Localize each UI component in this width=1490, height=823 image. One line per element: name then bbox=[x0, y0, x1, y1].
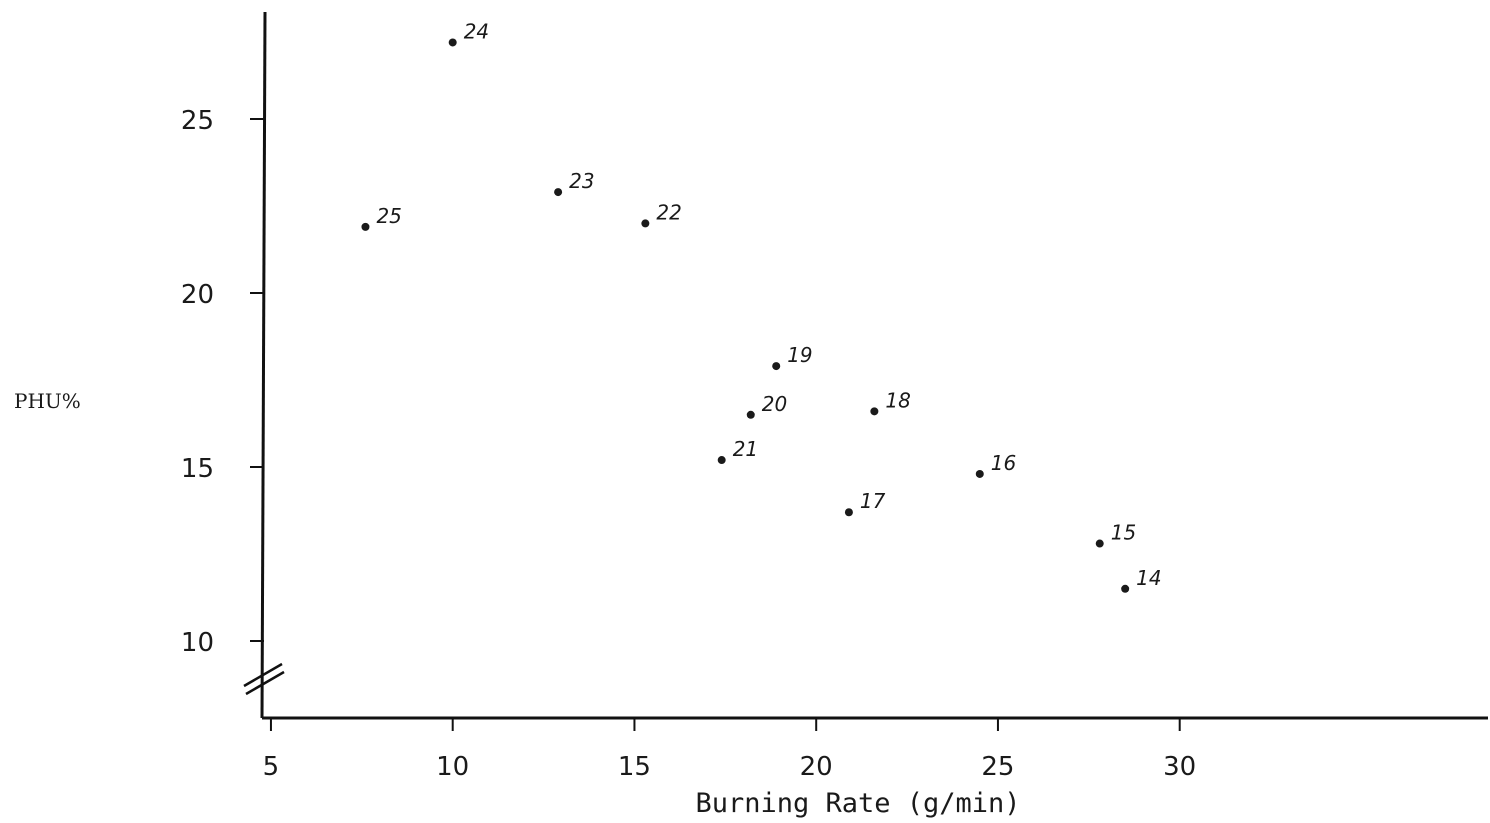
data-point bbox=[641, 219, 650, 228]
data-point-label: 15 bbox=[1111, 521, 1136, 545]
data-point-label: 22 bbox=[656, 200, 681, 224]
data-point bbox=[975, 469, 984, 478]
y-tick-label: 25 bbox=[181, 106, 214, 136]
x-tick-label: 30 bbox=[1163, 752, 1196, 782]
data-point bbox=[554, 188, 563, 197]
data-point bbox=[1095, 539, 1104, 548]
x-tick-group: 5 10 15 20 25 30 bbox=[263, 718, 1196, 782]
x-axis-title: Burning Rate (g/min) bbox=[695, 788, 1020, 819]
x-tick-label: 10 bbox=[436, 752, 469, 782]
data-point bbox=[448, 38, 457, 47]
data-point bbox=[772, 362, 781, 371]
data-point bbox=[1121, 584, 1130, 593]
x-tick-label: 5 bbox=[263, 752, 280, 782]
data-point-label: 23 bbox=[569, 169, 594, 193]
x-tick-label: 20 bbox=[800, 752, 833, 782]
data-point-label: 16 bbox=[991, 451, 1016, 475]
y-tick-label: 15 bbox=[181, 454, 214, 484]
data-point-label: 14 bbox=[1136, 566, 1161, 590]
data-point-label: 17 bbox=[860, 489, 886, 513]
data-point-label: 19 bbox=[787, 343, 812, 367]
x-tick-label: 15 bbox=[618, 752, 651, 782]
data-point bbox=[361, 222, 370, 231]
y-tick-group: 10 15 20 25 bbox=[181, 106, 264, 658]
y-tick-label: 20 bbox=[181, 280, 214, 310]
x-tick-label: 25 bbox=[981, 752, 1014, 782]
data-point bbox=[746, 410, 755, 419]
data-point bbox=[844, 508, 853, 517]
data-point bbox=[717, 456, 726, 465]
axes bbox=[243, 11, 1488, 720]
data-point-label: 25 bbox=[376, 204, 401, 228]
data-point-label: 21 bbox=[733, 437, 758, 461]
y-axis-title: PHU% bbox=[14, 389, 81, 413]
y-tick-label: 10 bbox=[181, 628, 214, 658]
y-axis-line bbox=[260, 11, 267, 719]
axis-break-marker bbox=[243, 662, 285, 696]
data-point-label: 18 bbox=[885, 388, 910, 412]
data-point-label: 24 bbox=[464, 19, 489, 43]
data-point bbox=[870, 407, 879, 416]
data-point-label: 20 bbox=[762, 392, 787, 416]
